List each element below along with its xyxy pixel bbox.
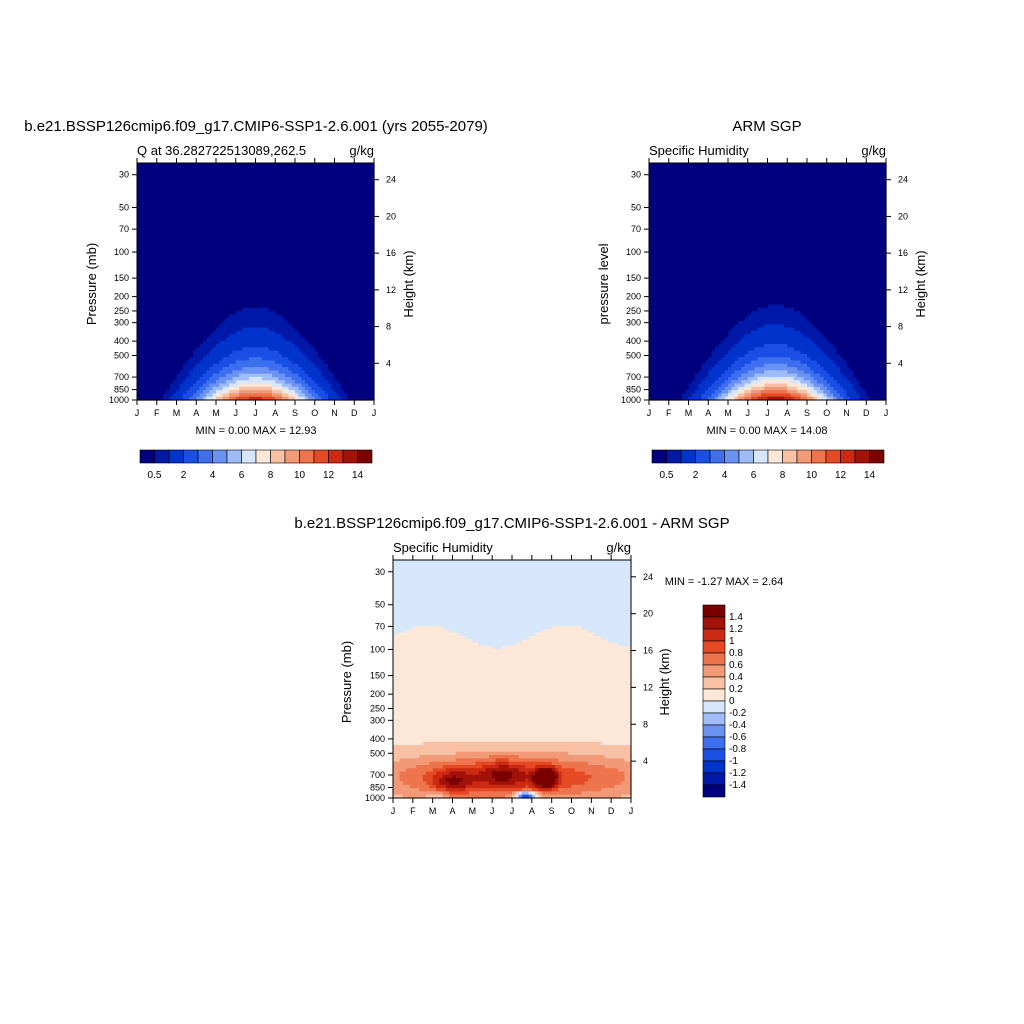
panel1-stats: MIN = 0.00 MAX = 12.93 [195,425,316,437]
panel1-ylabel-right: Height (km) [401,250,416,317]
panel1-plot: J F M A M J J A S O N D J305070100150200250300400500… [109,158,396,418]
panel1-units: g/kg [349,143,374,158]
panel1-title: b.e21.BSSP126cmip6.f09_g17.CMIP6-SSP1-2.… [24,118,488,135]
panel1-ylabel: Pressure (mb) [84,243,99,325]
panel1-left-string: Q at 36.282722513089,262.5 [137,143,306,158]
